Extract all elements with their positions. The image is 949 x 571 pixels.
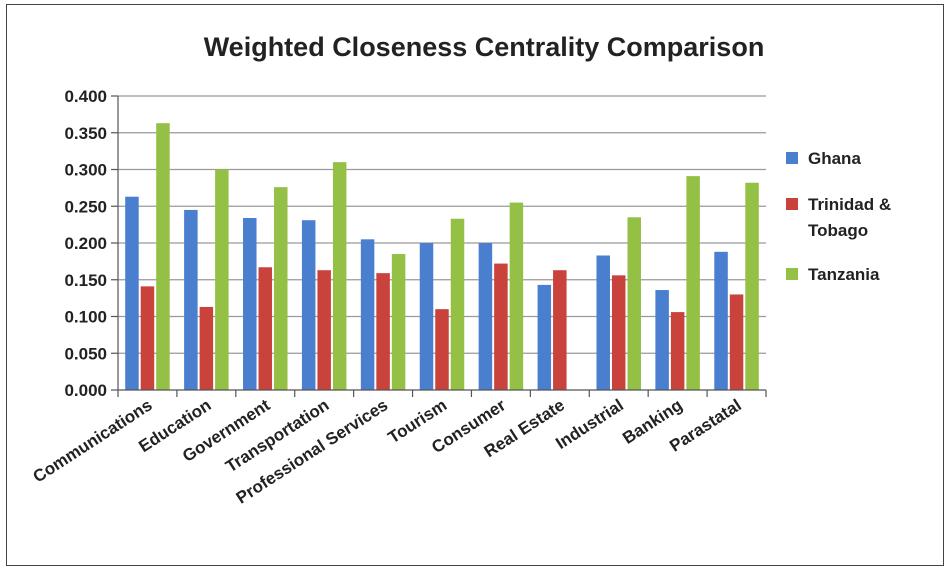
bar-ghana-6 xyxy=(478,243,493,390)
bar-tanzania-0 xyxy=(156,123,170,390)
bar-tanzania-6 xyxy=(509,202,524,390)
bar-ghana-1 xyxy=(184,209,198,390)
bar-trinidad-tobago-0 xyxy=(140,286,155,390)
bar-trinidad-tobago-2 xyxy=(258,267,273,390)
y-tick-label: 0.150 xyxy=(64,271,107,290)
y-tick-label: 0.000 xyxy=(64,381,107,400)
bar-ghana-8 xyxy=(596,255,610,390)
bar-trinidad-tobago-6 xyxy=(494,263,508,390)
chart-title: Weighted Closeness Centrality Comparison xyxy=(204,32,765,62)
legend-trinidad-tobago-label: Trinidad & Tobago xyxy=(808,195,891,240)
bar-tanzania-3 xyxy=(332,162,347,390)
bar-tanzania-10 xyxy=(745,182,759,390)
bar-trinidad-tobago-4 xyxy=(376,273,390,390)
bar-ghana-10 xyxy=(714,251,728,390)
y-axis-ticks: 0.400 0.350 0.300 0.250 0.200 0.150 0.100 0.050… xyxy=(64,87,118,400)
legend: Ghana Trinidad & Tobago Tanzania xyxy=(786,149,891,284)
bar-trinidad-tobago-10 xyxy=(729,294,744,390)
bar-ghana-2 xyxy=(243,218,257,390)
x-axis-labels: CommunicationsEducationGovernmentTranspo… xyxy=(30,395,745,507)
bar-trinidad-tobago-3 xyxy=(317,270,331,390)
legend-tanzania-label: Tanzania xyxy=(808,265,880,284)
bar-tanzania-1 xyxy=(215,169,229,390)
legend-ghana-swatch xyxy=(786,152,798,164)
legend-tanzania-swatch xyxy=(786,268,798,280)
legend-ghana-label: Ghana xyxy=(808,149,861,168)
bar-ghana-9 xyxy=(655,290,669,390)
bar-tanzania-4 xyxy=(391,254,406,390)
y-tick-label: 0.200 xyxy=(64,234,107,253)
bar-trinidad-tobago-8 xyxy=(611,275,626,390)
legend-trinidad-tobago-swatch xyxy=(786,198,798,210)
bar-tanzania-8 xyxy=(627,217,641,390)
y-tick-label: 0.050 xyxy=(64,344,107,363)
bar-trinidad-tobago-5 xyxy=(435,309,449,390)
bar-trinidad-tobago-7 xyxy=(553,270,567,390)
bar-tanzania-2 xyxy=(274,187,288,390)
bar-ghana-3 xyxy=(301,220,316,390)
bar-ghana-0 xyxy=(125,196,139,390)
bar-tanzania-5 xyxy=(450,218,465,390)
bar-ghana-4 xyxy=(360,239,375,390)
y-tick-label: 0.300 xyxy=(64,161,107,180)
bar-ghana-5 xyxy=(419,243,434,390)
y-tick-label: 0.400 xyxy=(64,87,107,106)
bars xyxy=(125,123,759,390)
bar-trinidad-tobago-1 xyxy=(199,306,214,390)
bar-tanzania-9 xyxy=(686,176,700,390)
y-tick-label: 0.350 xyxy=(64,124,107,143)
y-tick-label: 0.250 xyxy=(64,197,107,216)
y-tick-label: 0.100 xyxy=(64,308,107,327)
axes xyxy=(117,96,767,397)
bar-ghana-7 xyxy=(537,284,552,390)
x-category-label: Industrial xyxy=(552,395,627,453)
bar-trinidad-tobago-9 xyxy=(670,312,685,390)
